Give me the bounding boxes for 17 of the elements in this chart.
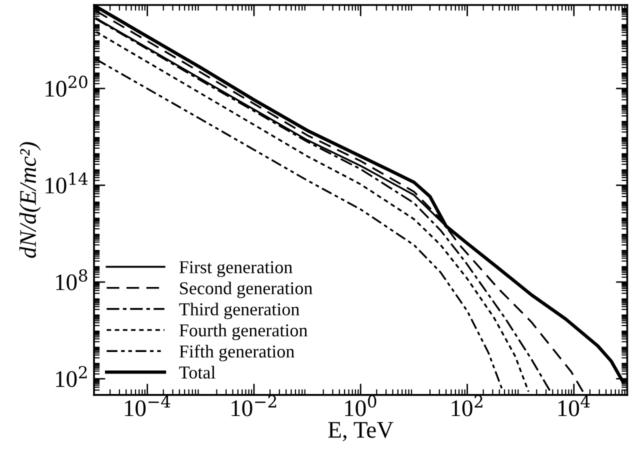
x-tick-label: 10$^{−2}$ [232,395,276,416]
y-axis-title: dN/d(E/mc²) [19,142,41,258]
y-tick-label: 10$^{2}$ [56,366,87,388]
y-tick-label: 10$^{14}$ [46,172,88,194]
legend-label: Second generation [180,282,312,298]
legend-label: Fifth generation [179,344,294,362]
x-tick-label: 10$^{2}$ [452,395,482,416]
legend-label: Total [179,366,216,379]
legend-label: Fourth generation [179,324,308,340]
y-tick-label: 10$^{20}$ [46,76,88,97]
y-tick-label: 10$^{8}$ [56,269,88,290]
legend-label: Third generation [179,302,300,320]
x-tick-label: 10$^{−4}$ [124,395,170,416]
legend-label: First generation [179,261,292,278]
x-axis-title: E, TeV [328,422,394,442]
x-tick-label: 10$^{0}$ [345,395,376,416]
x-tick-label: 10$^{4}$ [558,395,590,416]
